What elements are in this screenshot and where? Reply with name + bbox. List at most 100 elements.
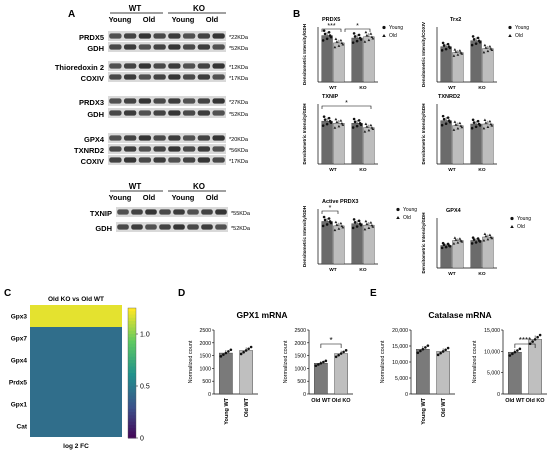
blot-protein-label: PRDX3 [79, 98, 104, 107]
data-point [442, 117, 446, 121]
data-point [369, 32, 373, 35]
heatmap-cell [30, 371, 122, 393]
data-point [477, 122, 481, 126]
data-point [351, 226, 355, 230]
blot-band [138, 74, 152, 80]
data-point [456, 241, 460, 244]
colorbar-segment [128, 418, 136, 423]
significance-bracket [320, 343, 342, 348]
blot-band [197, 74, 211, 80]
data-point [341, 42, 345, 46]
colorbar-segment [128, 360, 136, 364]
data-point [488, 44, 492, 48]
y-axis-label: Densitometric Intensity/GDH [421, 212, 426, 273]
blot-band [123, 110, 137, 116]
colorbar-segment [128, 373, 136, 377]
legend-marker-young [510, 216, 514, 221]
blot-band [153, 110, 166, 116]
data-point [222, 353, 225, 356]
data-point [440, 246, 444, 250]
data-point [476, 237, 480, 240]
significance-label: * [356, 23, 359, 30]
data-point [355, 39, 359, 43]
data-point [319, 361, 323, 365]
data-point [489, 235, 493, 239]
panel-letter-c: C [4, 288, 11, 299]
blot-band [109, 44, 122, 50]
colorbar-segment [128, 343, 136, 348]
data-point [441, 41, 445, 45]
blot-band [212, 135, 225, 141]
data-point [474, 125, 478, 129]
panel-letter-a: A [68, 9, 75, 20]
data-point [314, 364, 318, 368]
colorbar-segment [128, 334, 136, 338]
bar [321, 120, 333, 165]
y-tick-label: 0 [303, 392, 306, 398]
data-point [325, 122, 329, 126]
data-point [472, 38, 476, 41]
category-label: Old WT [441, 397, 447, 417]
data-point [352, 32, 356, 35]
data-point [483, 232, 487, 235]
data-point [341, 225, 345, 229]
bar [333, 225, 345, 265]
bar [219, 352, 233, 395]
blot-band [168, 98, 181, 104]
category-label: WT [448, 271, 456, 277]
data-point [224, 351, 228, 355]
heatmap-row-label: Gpx7 [11, 336, 28, 343]
heatmap-cell [30, 327, 122, 349]
blot-size-label: *20KDa [229, 137, 249, 143]
heatmap-panel: Old KO vs Old WT Gpx3 Gpx7 Gpx4 Prdx5 Gpx1 Cat… [9, 296, 150, 450]
blot-band [182, 135, 196, 141]
chart-title: GPX1 mRNA [236, 310, 287, 320]
colorbar-segment [128, 428, 136, 432]
y-tick-label: 5,000 [395, 376, 408, 382]
bar [482, 236, 494, 269]
data-point [533, 338, 537, 341]
bar [452, 125, 464, 165]
data-point [486, 49, 490, 53]
blot-band [153, 135, 166, 141]
colorbar-segment [128, 399, 136, 403]
data-point [324, 359, 328, 363]
data-point [472, 121, 476, 124]
blot-protein-label: GDH [95, 224, 112, 233]
heatmap-x-label: log 2 FC [63, 443, 89, 450]
y-axis-label: Densitometric Intensity/GDH [421, 103, 426, 164]
colorbar-segment [128, 321, 136, 325]
data-point [486, 125, 490, 128]
category-label: KO [478, 167, 485, 173]
category-label: Old WT [244, 397, 250, 417]
data-point [516, 349, 519, 352]
blot-band [168, 74, 181, 80]
y-tick-label: 1500 [199, 354, 211, 360]
y-axis-label: Normalized count [380, 340, 386, 383]
category-label: WT [448, 167, 456, 173]
colorbar-segment [128, 431, 136, 436]
blot-protein-label: GDH [87, 44, 104, 53]
bar-charts: Densitometric Intensity/GDH PRDX5 WT KO Youn… [188, 17, 547, 425]
data-point [342, 350, 345, 354]
blot-band [153, 63, 166, 69]
blot-band [145, 209, 157, 215]
blot-band [123, 98, 137, 104]
data-point [334, 117, 338, 121]
legend-marker-young [508, 25, 512, 30]
data-point [327, 217, 331, 220]
blot-band [138, 98, 152, 104]
data-point [446, 116, 450, 119]
colorbar-segment [128, 347, 136, 351]
colorbar-segment [128, 379, 136, 384]
data-point [440, 123, 444, 127]
data-point [344, 349, 348, 352]
blot-band [138, 146, 152, 152]
data-point [339, 119, 343, 122]
bar [452, 240, 464, 269]
data-point [489, 122, 493, 126]
data-point [458, 49, 462, 52]
data-point [440, 49, 444, 52]
bar [363, 36, 375, 83]
data-point [470, 43, 474, 47]
